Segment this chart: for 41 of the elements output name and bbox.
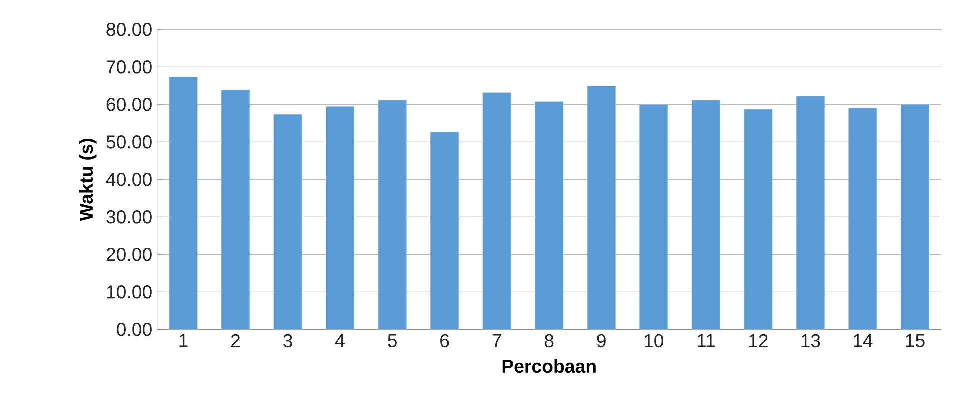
x-tick-label: 11: [698, 334, 715, 348]
y-tick-label: 30.00: [106, 210, 152, 224]
x-tick-label: 7: [492, 334, 502, 348]
bar: [430, 132, 460, 330]
bar: [326, 106, 355, 330]
x-tick-label: 4: [336, 334, 345, 348]
bar: [378, 100, 407, 330]
x-tick-label: 9: [597, 334, 606, 348]
x-tick-label: 5: [388, 334, 397, 348]
x-tick-label: 6: [440, 334, 450, 348]
x-tick-label: 8: [544, 334, 554, 348]
y-axis-title: Waktu (s): [79, 138, 97, 222]
bar: [848, 108, 878, 330]
y-tick-label: 70.00: [106, 60, 152, 74]
bar: [796, 96, 825, 330]
bar: [900, 104, 930, 330]
x-tick-label: 15: [906, 334, 925, 348]
bar: [482, 92, 512, 330]
bar: [640, 104, 668, 330]
bar: [221, 90, 250, 330]
bar: [692, 100, 720, 330]
x-tick-label: 3: [284, 334, 292, 348]
y-tick-label: 50.00: [106, 136, 152, 149]
y-tick-label: 10.00: [107, 286, 152, 299]
x-tick-label: 12: [749, 334, 768, 348]
bar: [274, 114, 302, 330]
y-tick-label: 0.00: [117, 323, 152, 336]
x-tick-label: 10: [644, 334, 664, 348]
x-axis-title: Percobaan: [502, 359, 596, 374]
x-tick-label: 2: [231, 334, 240, 348]
bar: [535, 102, 564, 330]
bar: [169, 77, 198, 330]
y-tick-label: 40.00: [106, 173, 152, 186]
x-tick-label: 14: [854, 334, 873, 348]
x-tick-label: 13: [802, 334, 820, 348]
y-tick-label: 20.00: [106, 248, 152, 262]
y-tick-label: 80.00: [106, 23, 152, 36]
y-tick-label: 60.00: [106, 98, 152, 112]
bar: [587, 86, 616, 330]
x-tick-label: 1: [180, 334, 188, 348]
bar: [744, 109, 773, 330]
